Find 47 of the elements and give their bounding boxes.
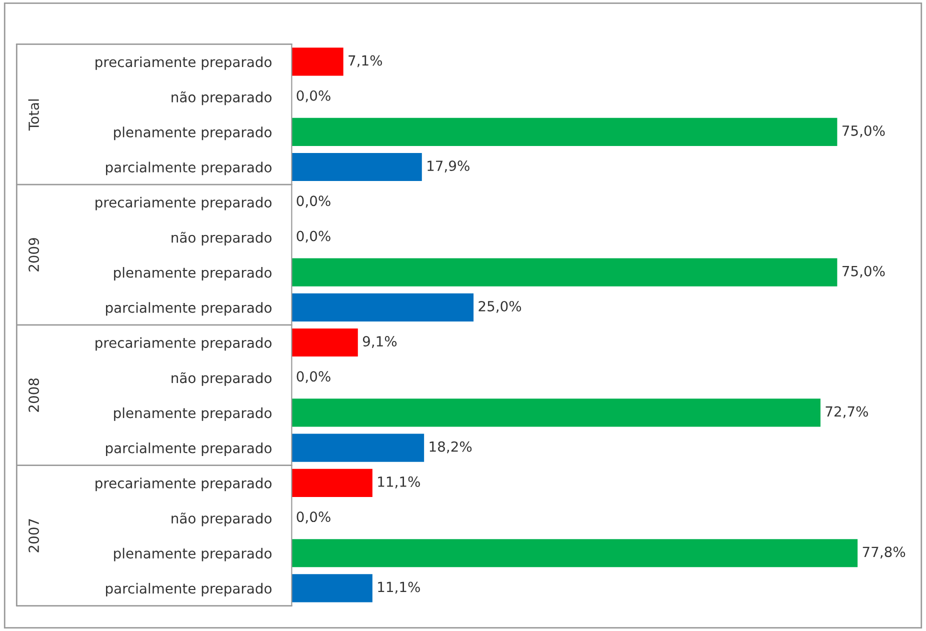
data-label: 0,0%	[296, 90, 330, 102]
bar	[292, 328, 358, 357]
bar	[292, 293, 474, 322]
data-label: 75,0%	[842, 266, 885, 278]
bar	[292, 48, 344, 76]
data-label: 72,7%	[826, 406, 868, 418]
data-label: 0,0%	[296, 196, 330, 208]
y-tick-label: plenamente preparado	[114, 126, 272, 140]
text: 2008	[28, 378, 40, 412]
bar	[292, 118, 838, 146]
y-tick-label: parcialmente preparado	[106, 442, 272, 456]
y-tick-label: não preparado	[172, 91, 272, 106]
data-label: 75,0%	[842, 125, 885, 138]
data-label: 7,1%	[348, 55, 382, 68]
bar	[292, 574, 372, 602]
y-tick-label: não preparado	[172, 232, 272, 246]
data-label: 0,0%	[296, 230, 330, 243]
y-tick-label: plenamente preparado	[114, 407, 272, 421]
y-tick-label: precariamente preparado	[96, 196, 272, 210]
bar	[292, 152, 422, 182]
y-tick-label: plenamente preparado	[114, 267, 272, 280]
y-tick-label: parcialmente preparado	[106, 582, 272, 596]
bar	[292, 468, 372, 497]
y-tick-label: precariamente preparado	[96, 337, 272, 351]
y-tick-label: precariamente preparado	[96, 478, 272, 492]
bar	[292, 258, 838, 286]
y-tick-label: plenamente preparado	[114, 548, 272, 562]
data-label: 18,2%	[430, 441, 472, 454]
data-label: 17,9%	[428, 160, 470, 172]
text: 2009	[28, 238, 40, 272]
bar	[292, 398, 820, 427]
data-label: 11,1%	[378, 582, 420, 594]
y-tick-label: parcialmente preparado	[106, 302, 272, 316]
data-label: 0,0%	[296, 512, 330, 524]
data-label: 0,0%	[296, 371, 330, 384]
bar	[292, 434, 424, 462]
data-label: 9,1%	[362, 336, 397, 348]
bar	[292, 539, 858, 568]
data-label: 25,0%	[478, 300, 522, 313]
y-tick-label: não preparado	[172, 512, 272, 526]
text: Total	[28, 99, 40, 131]
data-label: 77,8%	[862, 546, 906, 559]
data-label: 11,1%	[378, 476, 420, 488]
y-tick-label: parcialmente preparado	[106, 162, 272, 176]
y-tick-label: não preparado	[172, 372, 272, 386]
text: 2007	[28, 519, 40, 552]
y-tick-label: precariamente preparado	[96, 56, 272, 70]
